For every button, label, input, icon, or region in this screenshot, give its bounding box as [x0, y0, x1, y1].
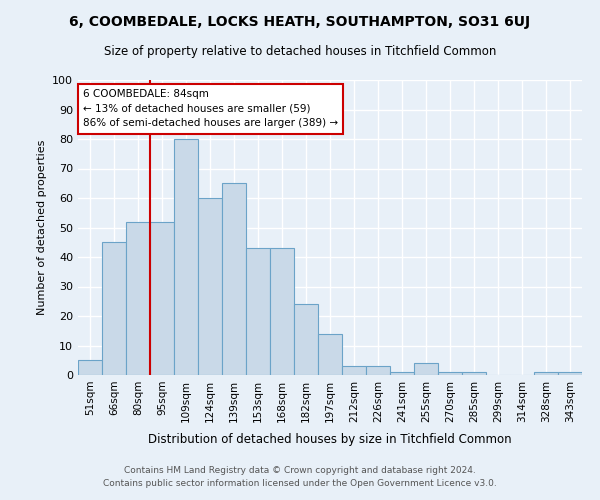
Bar [318, 334, 342, 375]
Bar [366, 366, 390, 375]
Bar [246, 248, 270, 375]
Bar [462, 372, 486, 375]
Bar [294, 304, 318, 375]
Bar [390, 372, 414, 375]
Bar [78, 360, 102, 375]
Bar [270, 248, 294, 375]
Text: 6, COOMBEDALE, LOCKS HEATH, SOUTHAMPTON, SO31 6UJ: 6, COOMBEDALE, LOCKS HEATH, SOUTHAMPTON,… [70, 15, 530, 29]
Y-axis label: Number of detached properties: Number of detached properties [37, 140, 47, 315]
Bar [414, 363, 438, 375]
Bar [150, 222, 174, 375]
Bar [102, 242, 126, 375]
Bar [198, 198, 222, 375]
Text: Contains HM Land Registry data © Crown copyright and database right 2024.
Contai: Contains HM Land Registry data © Crown c… [103, 466, 497, 487]
Bar [342, 366, 366, 375]
X-axis label: Distribution of detached houses by size in Titchfield Common: Distribution of detached houses by size … [148, 433, 512, 446]
Text: 6 COOMBEDALE: 84sqm
← 13% of detached houses are smaller (59)
86% of semi-detach: 6 COOMBEDALE: 84sqm ← 13% of detached ho… [83, 89, 338, 128]
Text: Size of property relative to detached houses in Titchfield Common: Size of property relative to detached ho… [104, 45, 496, 58]
Bar [222, 183, 246, 375]
Bar [174, 139, 198, 375]
Bar [534, 372, 558, 375]
Bar [126, 222, 150, 375]
Bar [438, 372, 462, 375]
Bar [558, 372, 582, 375]
